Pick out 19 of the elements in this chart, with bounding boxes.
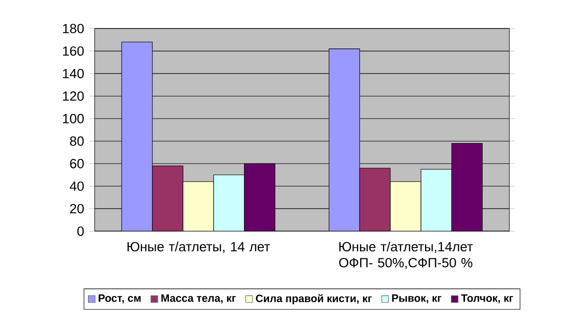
y-tick-label: 40 bbox=[70, 181, 84, 191]
y-tick-label: 20 bbox=[70, 204, 84, 214]
y-tick-label: 100 bbox=[63, 114, 84, 124]
legend-label: Рывок, кг bbox=[392, 294, 442, 304]
legend-label: Толчок, кг bbox=[461, 294, 514, 304]
y-tick-label: 120 bbox=[63, 91, 84, 101]
y-tick-label: 80 bbox=[70, 136, 84, 146]
bar bbox=[451, 143, 483, 232]
bar bbox=[244, 163, 276, 232]
y-tick-label: 0 bbox=[77, 226, 84, 236]
y-tick-label: 160 bbox=[63, 46, 84, 56]
legend-label: Масса тела, кг bbox=[161, 294, 236, 304]
x-tick-label: Юные т/атлеты, 14 лет bbox=[128, 242, 270, 253]
legend-label: Рост, см bbox=[98, 294, 141, 304]
legend-label: Сила правой кисти, кг bbox=[256, 294, 372, 304]
y-tick-label: 140 bbox=[63, 68, 84, 78]
y-tick-label: 180 bbox=[63, 24, 84, 34]
x-tick-label: Юные т/атлеты,14лет ОФП- 50%,СФП-50 % bbox=[339, 242, 473, 269]
y-tick-label: 60 bbox=[70, 158, 84, 168]
